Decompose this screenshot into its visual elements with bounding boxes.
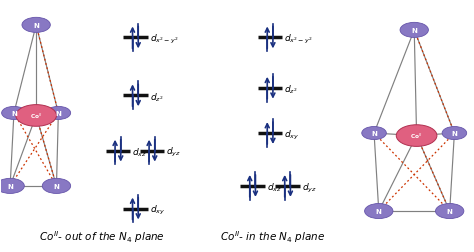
Text: $d_{xz}$: $d_{xz}$: [267, 181, 282, 194]
Text: N: N: [411, 28, 417, 34]
Text: $d_{x^2-y^2}$: $d_{x^2-y^2}$: [284, 33, 313, 46]
Circle shape: [365, 204, 393, 219]
Text: N: N: [371, 131, 377, 137]
Text: $Co^{II}$- in the $N_4$ plane: $Co^{II}$- in the $N_4$ plane: [220, 228, 325, 244]
Text: $d_{z^2}$: $d_{z^2}$: [284, 83, 298, 96]
Circle shape: [400, 23, 428, 38]
Circle shape: [442, 127, 467, 140]
Text: $d_{yz}$: $d_{yz}$: [302, 181, 317, 194]
Circle shape: [1, 107, 26, 120]
Text: N: N: [447, 208, 453, 214]
Text: $d_{x^2-y^2}$: $d_{x^2-y^2}$: [150, 33, 178, 46]
Circle shape: [22, 18, 50, 33]
Circle shape: [362, 127, 386, 140]
Text: $d_{xy}$: $d_{xy}$: [150, 203, 165, 216]
Circle shape: [396, 125, 437, 147]
Circle shape: [436, 204, 464, 219]
Circle shape: [42, 179, 71, 194]
Circle shape: [16, 105, 56, 127]
Circle shape: [0, 179, 24, 194]
Text: N: N: [55, 110, 61, 116]
Text: $d_{z^2}$: $d_{z^2}$: [150, 91, 163, 103]
Text: Co$^{II}$: Co$^{II}$: [30, 111, 43, 121]
Text: $d_{xz}$: $d_{xz}$: [132, 146, 147, 159]
Text: N: N: [7, 183, 13, 189]
Text: N: N: [451, 131, 457, 137]
Text: N: N: [54, 183, 59, 189]
Text: N: N: [11, 110, 17, 116]
Text: $d_{xy}$: $d_{xy}$: [284, 128, 300, 141]
Text: $Co^{II}$- out of the $N_4$ plane: $Co^{II}$- out of the $N_4$ plane: [39, 228, 165, 244]
Circle shape: [46, 107, 71, 120]
Text: Co$^{II}$: Co$^{II}$: [410, 131, 423, 141]
Text: N: N: [376, 208, 382, 214]
Text: $d_{yz}$: $d_{yz}$: [166, 146, 181, 159]
Text: N: N: [33, 23, 39, 29]
